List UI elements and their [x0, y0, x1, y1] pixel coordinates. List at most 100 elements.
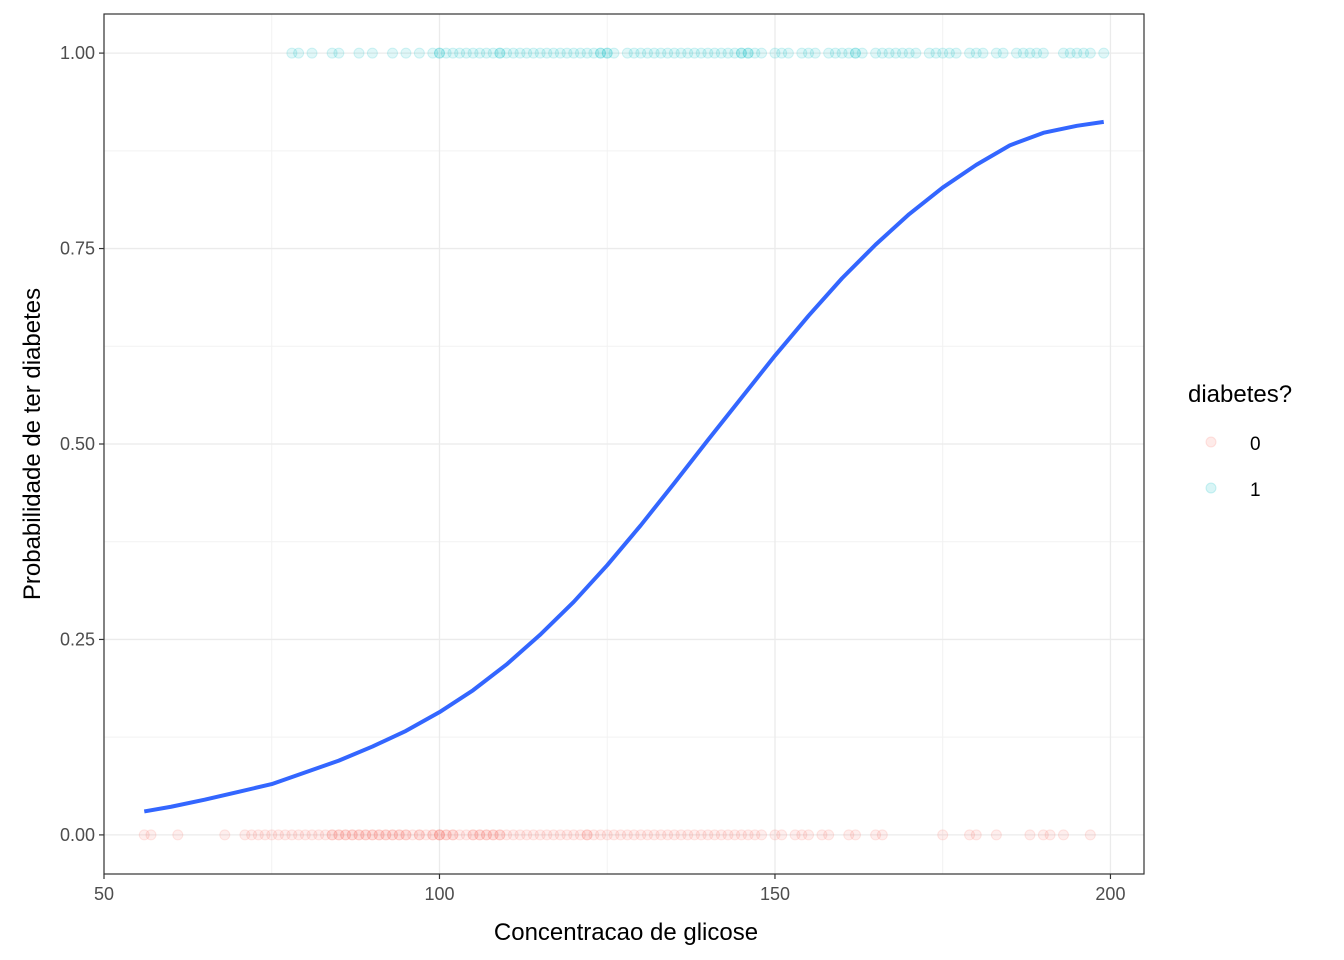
data-point-0 — [541, 829, 553, 841]
data-point-0 — [266, 829, 278, 841]
y-tick-label: 0.25 — [60, 629, 95, 649]
data-point-0 — [568, 829, 580, 841]
data-point-0 — [420, 829, 432, 841]
data-point-1 — [648, 47, 660, 59]
x-tick-label: 50 — [94, 884, 114, 904]
data-point-1 — [601, 47, 613, 59]
x-tick-label: 100 — [424, 884, 454, 904]
data-point-0 — [655, 829, 667, 841]
data-point-0 — [467, 829, 479, 841]
data-point-0 — [380, 829, 392, 841]
y-tick-label: 0.50 — [60, 434, 95, 454]
fit-line — [143, 119, 1105, 814]
data-point-1 — [454, 47, 466, 59]
data-point-1 — [937, 47, 949, 59]
data-point-0 — [460, 829, 472, 841]
data-point-1 — [849, 47, 861, 59]
data-point-0 — [346, 829, 358, 841]
data-point-0 — [427, 829, 439, 841]
data-point-1 — [548, 47, 560, 59]
data-point-1 — [480, 47, 492, 59]
data-point-1 — [776, 47, 788, 59]
data-point-1 — [662, 47, 674, 59]
data-point-1 — [1098, 47, 1110, 59]
data-point-1 — [507, 47, 519, 59]
data-point-1 — [588, 47, 600, 59]
data-point-0 — [387, 829, 399, 841]
data-point-0 — [413, 829, 425, 841]
data-point-0 — [360, 829, 372, 841]
data-point-1 — [1011, 47, 1023, 59]
y-axis-title: Probabilidade de ter diabetes — [19, 288, 46, 600]
data-point-1 — [823, 47, 835, 59]
data-point-0 — [333, 829, 345, 841]
data-point-0 — [749, 829, 761, 841]
data-point-0 — [333, 829, 345, 841]
data-point-1 — [1057, 47, 1069, 59]
data-point-0 — [648, 829, 660, 841]
y-tick-label: 0.75 — [60, 239, 95, 259]
data-point-0 — [581, 829, 593, 841]
data-point-1 — [534, 47, 546, 59]
data-point-0 — [722, 829, 734, 841]
data-point-1 — [353, 47, 365, 59]
data-point-1 — [769, 47, 781, 59]
data-point-1 — [628, 47, 640, 59]
data-point-0 — [313, 829, 325, 841]
data-point-1 — [568, 47, 580, 59]
data-point-1 — [977, 47, 989, 59]
data-point-0 — [353, 829, 365, 841]
data-point-0 — [1084, 829, 1096, 841]
data-point-1 — [756, 47, 768, 59]
data-point-1 — [527, 47, 539, 59]
data-point-0 — [756, 829, 768, 841]
data-point-1 — [494, 47, 506, 59]
data-point-0 — [299, 829, 311, 841]
data-point-1 — [836, 47, 848, 59]
data-point-0 — [480, 829, 492, 841]
data-point-1 — [601, 47, 613, 59]
data-point-0 — [735, 829, 747, 841]
data-point-1 — [581, 47, 593, 59]
data-point-0 — [252, 829, 264, 841]
x-axis-title: Concentracao de glicose — [494, 919, 758, 946]
data-point-1 — [561, 47, 573, 59]
data-point-0 — [769, 829, 781, 841]
data-point-0 — [876, 829, 888, 841]
data-point-1 — [803, 47, 815, 59]
data-point-1 — [433, 47, 445, 59]
data-point-1 — [574, 47, 586, 59]
data-point-0 — [393, 829, 405, 841]
data-point-1 — [856, 47, 868, 59]
data-point-0 — [306, 829, 318, 841]
data-point-0 — [870, 829, 882, 841]
data-point-0 — [1044, 829, 1056, 841]
data-point-0 — [668, 829, 680, 841]
data-point-1 — [387, 47, 399, 59]
data-point-1 — [467, 47, 479, 59]
data-point-0 — [849, 829, 861, 841]
data-point-1 — [883, 47, 895, 59]
data-point-1 — [413, 47, 425, 59]
x-axis: 50 100 150 200 — [94, 874, 1125, 904]
data-point-1 — [333, 47, 345, 59]
data-point-1 — [843, 47, 855, 59]
data-point-0 — [340, 829, 352, 841]
data-point-1 — [695, 47, 707, 59]
data-point-0 — [688, 829, 700, 841]
data-point-1 — [809, 47, 821, 59]
data-point-0 — [440, 829, 452, 841]
data-point-0 — [796, 829, 808, 841]
data-point-1 — [595, 47, 607, 59]
data-point-1 — [641, 47, 653, 59]
data-point-0 — [635, 829, 647, 841]
fit-line-group — [143, 119, 1105, 814]
data-point-1 — [306, 47, 318, 59]
legend: diabetes? 0 1 — [1188, 381, 1292, 501]
data-point-1 — [1078, 47, 1090, 59]
data-point-1 — [541, 47, 553, 59]
data-point-0 — [964, 829, 976, 841]
data-point-0 — [400, 829, 412, 841]
data-point-1 — [293, 47, 305, 59]
